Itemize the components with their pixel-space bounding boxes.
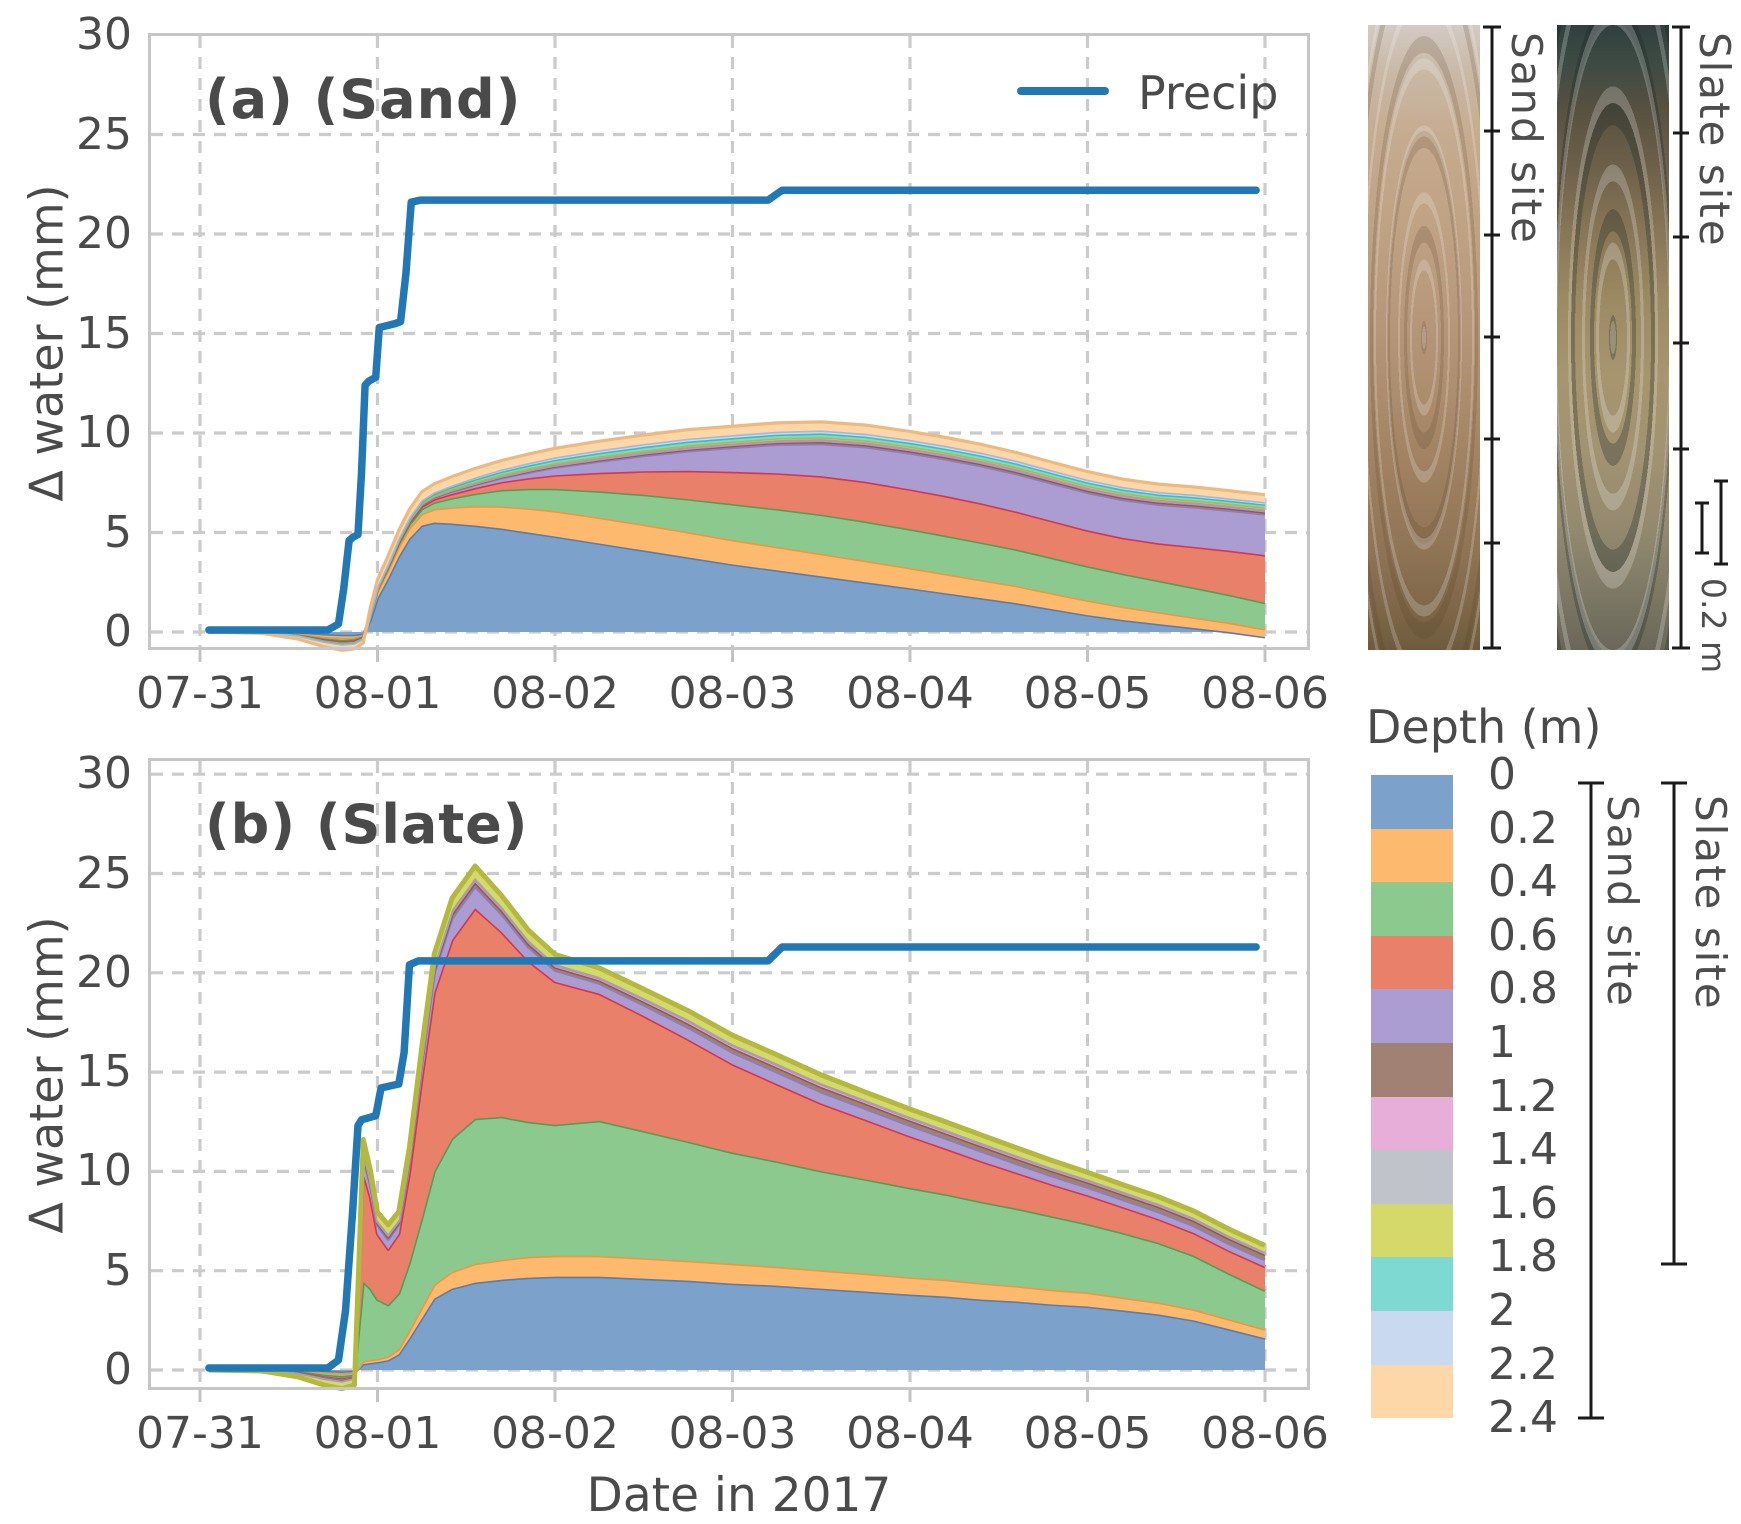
depth-boundary-label: 0.8 <box>1488 963 1558 1015</box>
sand-photo-ruler <box>1483 25 1501 650</box>
depth-legend-swatch-1.4-1.6 <box>1371 1150 1453 1204</box>
sand-profile-photo <box>1368 25 1480 650</box>
x-tick-label: 08-06 <box>1201 668 1329 719</box>
y-tick-label: 15 <box>76 1046 132 1098</box>
y-tick-label: 20 <box>76 946 132 998</box>
x-tick-label: 08-05 <box>1023 1408 1152 1459</box>
depth-boundary-label: 1.8 <box>1488 1231 1558 1283</box>
x-tick-label: 08-03 <box>668 668 797 719</box>
depth-layer-0.8 <box>208 443 1265 644</box>
depth-boundary-label: 0 <box>1488 749 1516 800</box>
depth-legend-swatch-2-2.2 <box>1371 1310 1453 1365</box>
photo-scale-bars <box>1695 479 1728 566</box>
photo-scale-label: 0.2 m <box>1694 578 1733 674</box>
x-tick-label: 08-01 <box>313 668 442 719</box>
depth-layer-0 <box>208 522 1265 637</box>
sand-chart <box>148 33 1310 662</box>
depth-boundary-label: 2.4 <box>1488 1392 1558 1444</box>
slate-photo-ruler <box>1672 25 1690 650</box>
depth-legend-swatch-0-0.2 <box>1371 775 1453 829</box>
sand-depth-bracket <box>1578 781 1604 1420</box>
x-tick-label: 07-31 <box>136 1408 264 1459</box>
y-tick-label: 5 <box>104 506 132 558</box>
precip-line <box>205 943 1260 1372</box>
sand-bracket-label: Sand site <box>1598 795 1647 1008</box>
depth-boundary-label: 1.6 <box>1488 1177 1558 1229</box>
x-tick-label: 08-01 <box>313 1408 442 1459</box>
panel-slate <box>148 758 1310 1402</box>
y-tick-label: 0 <box>104 606 132 657</box>
x-tick-label: 08-03 <box>668 1408 797 1459</box>
y-tick-label: 30 <box>76 748 132 800</box>
y-tick-label: 10 <box>76 1145 132 1197</box>
slate-depth-bracket <box>1661 781 1687 1266</box>
panel-sand-title: (a) (Sand) <box>205 68 522 131</box>
depth-boundary-label: 2 <box>1488 1285 1516 1336</box>
depth-legend-swatch-0.8-1 <box>1371 989 1453 1043</box>
plot-spine <box>148 33 1310 650</box>
depth-boundary-label: 0.2 <box>1488 802 1558 854</box>
y-tick-label: 25 <box>76 108 132 160</box>
x-tick-label: 08-02 <box>491 1408 619 1459</box>
depth-legend-title: Depth (m) <box>1366 700 1602 754</box>
sand-photo-label: Sand site <box>1502 32 1551 245</box>
x-tick-label: 08-04 <box>846 668 974 719</box>
depth-legend-swatch-0.6-0.8 <box>1371 935 1453 990</box>
depth-boundary-label: 1.2 <box>1488 1070 1558 1122</box>
depth-layer-0.4 <box>208 1116 1265 1378</box>
depth-layer-0.4 <box>208 488 1265 642</box>
depth-legend-swatch-0.2-0.4 <box>1371 828 1453 883</box>
y-tick-label: 0 <box>104 1344 132 1395</box>
precip-legend-line <box>1017 87 1109 95</box>
panel-slate-title: (b) (Slate) <box>205 793 529 856</box>
depth-layer-edge-1.6 <box>208 863 1267 1392</box>
y-tick-label: 25 <box>76 847 132 899</box>
panel-sand <box>148 33 1310 662</box>
depth-boundary-label: 1.4 <box>1488 1124 1558 1176</box>
depth-colorbar <box>1371 775 1453 1419</box>
depth-boundary-label: 0.6 <box>1488 909 1558 961</box>
depth-layer-0.6 <box>208 908 1265 1380</box>
y-tick-label: 10 <box>76 407 132 458</box>
depth-legend-swatch-1.2-1.4 <box>1371 1096 1453 1151</box>
slate-bracket-label: Slate site <box>1686 795 1735 1011</box>
slate-chart <box>148 758 1310 1402</box>
slate-profile-photo <box>1557 25 1669 650</box>
slate-photo-label: Slate site <box>1690 32 1739 248</box>
depth-legend-swatch-1.6-1.8 <box>1371 1203 1453 1258</box>
x-tick-label: 07-31 <box>136 668 264 719</box>
x-axis-label: Date in 2017 <box>586 1468 892 1523</box>
y-axis-label-b: Δ water (mm) <box>19 916 74 1234</box>
depth-legend-swatch-2.2-2.4 <box>1371 1364 1453 1419</box>
plot-spine <box>148 758 1310 1390</box>
x-tick-label: 08-02 <box>491 668 619 719</box>
x-tick-label: 08-04 <box>846 1408 974 1459</box>
x-tick-label: 08-06 <box>1201 1408 1329 1459</box>
precip-line <box>205 186 1260 634</box>
depth-layer-0.6 <box>208 470 1265 643</box>
y-tick-label: 30 <box>76 9 132 60</box>
y-tick-label: 15 <box>76 307 132 359</box>
depth-boundary-label: 0.4 <box>1488 856 1558 908</box>
depth-legend-swatch-1.8-2 <box>1371 1257 1453 1311</box>
depth-layer-edge-2.2 <box>208 420 1266 652</box>
precip-legend-label: Precip <box>1138 66 1279 120</box>
y-axis-label-a: Δ water (mm) <box>19 184 74 502</box>
depth-boundary-label: 2.2 <box>1488 1338 1558 1390</box>
depth-legend-swatch-0.4-0.6 <box>1371 882 1453 936</box>
y-tick-label: 5 <box>104 1244 132 1296</box>
y-tick-label: 20 <box>76 208 132 259</box>
x-tick-label: 08-05 <box>1023 668 1152 719</box>
depth-legend-swatch-1-1.2 <box>1371 1042 1453 1097</box>
depth-boundary-label: 1 <box>1488 1017 1516 1068</box>
